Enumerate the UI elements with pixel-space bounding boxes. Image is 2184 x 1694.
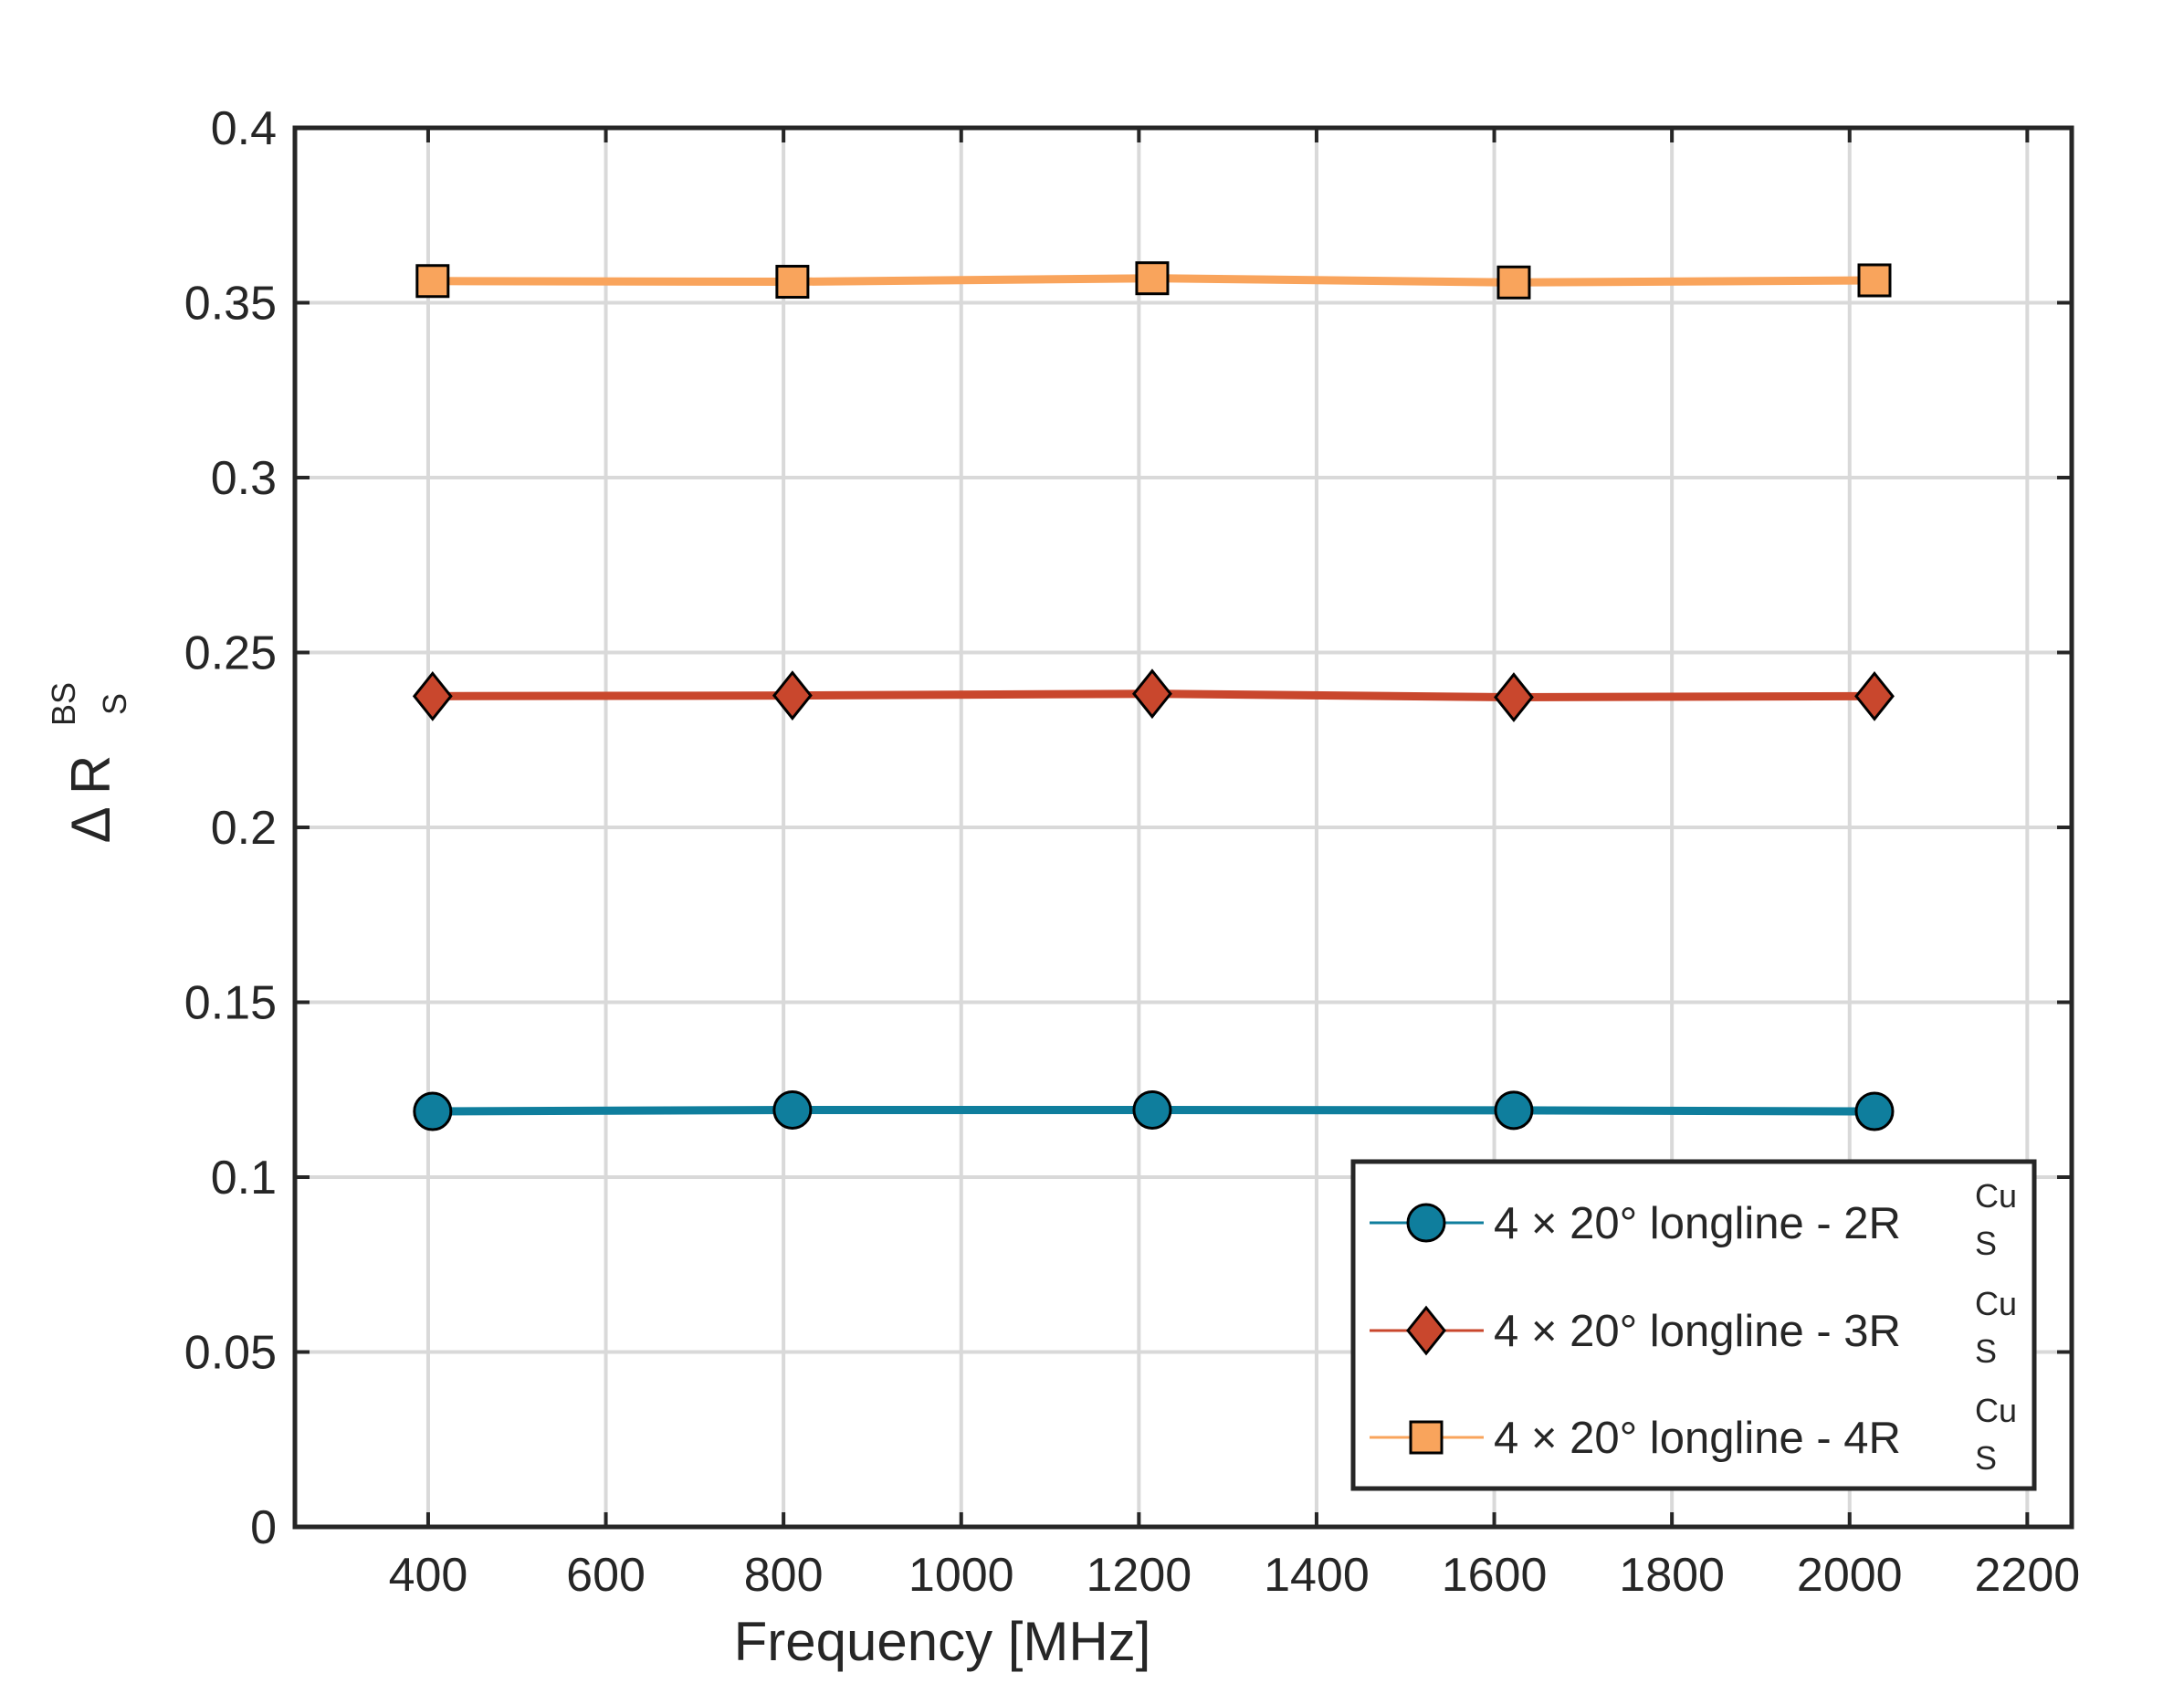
x-tick-label: 2000 (1797, 1549, 1903, 1602)
data-point-diamond (772, 670, 813, 721)
legend-label: 4 × 20° longline - 3RCu S (1494, 1285, 2017, 1370)
data-point-diamond (1494, 672, 1534, 722)
x-tick-label: 1000 (908, 1549, 1014, 1602)
legend-item-2: 4 × 20° longline - 3RCu S (1370, 1285, 2017, 1370)
x-tick-label: 1200 (1087, 1549, 1192, 1602)
legend-marker (1406, 1305, 1446, 1356)
legend-label: 4 × 20° longline - 2RCu S (1494, 1177, 2017, 1262)
y-tick-label: 0.05 (184, 1327, 277, 1380)
data-point-circle (1494, 1090, 1534, 1131)
x-axis-label: Frequency [MHz] (734, 1611, 1151, 1672)
y-tick-label: 0.35 (184, 278, 277, 331)
x-tick-label: 2200 (1975, 1549, 2081, 1602)
legend-item-3: 4 × 20° longline - 4RCu S (1370, 1392, 2017, 1477)
legend-marker (1409, 1420, 1444, 1455)
data-point-diamond (1132, 668, 1172, 720)
series-3 (415, 261, 1892, 300)
y-axis-label-main: Δ R (60, 755, 121, 844)
series-2 (412, 668, 1895, 722)
legend-marker (1406, 1203, 1446, 1243)
y-tick-label: 0.2 (211, 802, 277, 855)
data-point-circle (413, 1091, 453, 1131)
data-point-diamond (1854, 670, 1895, 721)
legend-box (1350, 1159, 2037, 1491)
legend: 4 × 20° longline - 2RCu S 4 × 20° longline… (1350, 1159, 2037, 1491)
x-tick-label: 600 (566, 1549, 646, 1602)
y-axis-label-sup: BS (45, 682, 82, 726)
y-tick-label: 0 (250, 1501, 277, 1554)
data-point-square (1135, 261, 1170, 296)
y-tick-label: 0.15 (184, 977, 277, 1030)
data-point-square (415, 264, 450, 299)
y-tick-label: 0.1 (211, 1152, 277, 1205)
ticks (295, 126, 2072, 1529)
y-tick-label: 0.25 (184, 627, 277, 680)
y-axis-label-sub: S (96, 693, 133, 715)
legend-label: 4 × 20° longline - 4RCu S (1494, 1392, 2017, 1477)
x-tick-label: 1800 (1619, 1549, 1725, 1602)
data-point-circle (1132, 1089, 1172, 1130)
data-point-square (775, 265, 810, 300)
x-tick-label: 1600 (1442, 1549, 1548, 1602)
data-point-square (1496, 265, 1531, 300)
x-tick-label: 1400 (1264, 1549, 1370, 1602)
legend-items: 4 × 20° longline - 2RCu S 4 × 20° longline… (1370, 1177, 2017, 1477)
series-layer (412, 261, 1895, 1131)
data-point-square (1857, 263, 1892, 298)
x-tick-label: 400 (389, 1549, 468, 1602)
y-tick-label: 0.4 (211, 102, 277, 155)
x-tick-label: 800 (744, 1549, 824, 1602)
legend-item-1: 4 × 20° longline - 2RCu S (1370, 1177, 2017, 1262)
data-point-diamond (412, 670, 453, 721)
y-tick-label: 0.3 (211, 452, 277, 505)
tick-labels: 400 600 800 1000 1200 1400 1600 1800 2000 2200 0 0.… (184, 102, 2080, 1602)
data-point-circle (1854, 1091, 1895, 1131)
series-1 (413, 1089, 1895, 1131)
data-point-circle (772, 1089, 813, 1130)
y-axis-label: Δ R BS S (45, 682, 133, 843)
